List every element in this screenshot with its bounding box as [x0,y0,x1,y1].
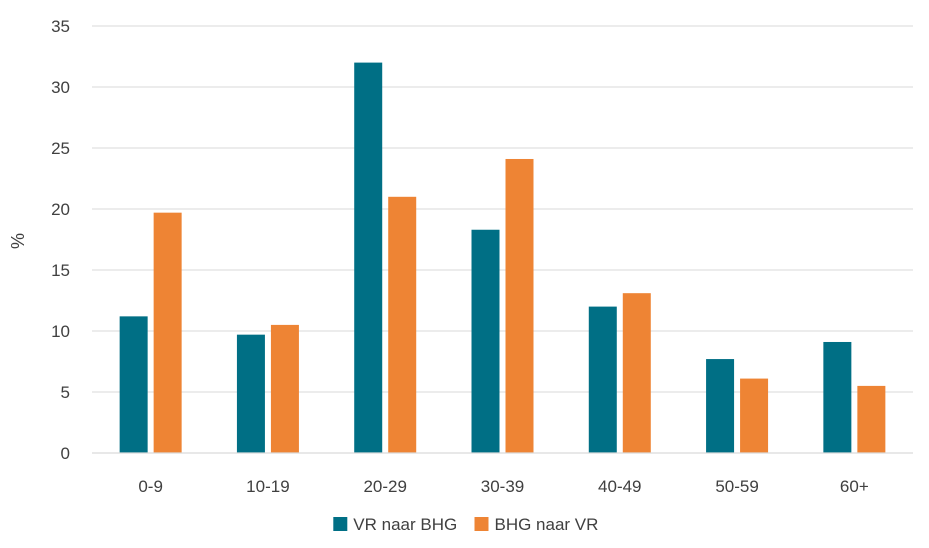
bar-series-1-0 [119,316,148,453]
axes: 0 5 10 15 20 25 30 35 0-9 10-19 20-29 30-39 40-49 50-… [51,17,913,496]
y-tick-label: 10 [51,322,70,341]
bar-series-2-4 [622,293,651,453]
y-axis-title: % [8,233,28,249]
bar-series-1-4 [588,306,617,453]
bar-series-2-6 [857,385,886,453]
bar-series-2-0 [153,212,182,453]
bar-series-1-2 [354,62,383,453]
bar-series-2-3 [505,158,534,454]
bar-series-1-5 [706,359,735,453]
bar-series-1-3 [471,229,500,453]
gridlines [92,25,913,393]
x-tick-label: 50-59 [715,477,758,496]
legend-swatch [333,517,348,531]
y-tick-label: 30 [51,78,70,97]
x-tick-label: 60+ [840,477,869,496]
bar-series-1-1 [236,334,265,453]
x-tick-label: 0-9 [138,477,163,496]
bars [119,62,886,454]
x-tick-label: 20-29 [363,477,406,496]
y-tick-label: 35 [51,17,70,36]
legend-swatch [474,517,489,531]
y-tick-label: 0 [61,444,70,463]
bar-series-1-6 [823,341,852,453]
legend: VR naar BHG BHG naar VR [333,515,598,534]
x-tick-label: 10-19 [246,477,289,496]
legend-label: VR naar BHG [353,515,457,534]
y-tick-label: 25 [51,139,70,158]
y-tick-label: 20 [51,200,70,219]
x-tick-label: 40-49 [598,477,641,496]
y-tick-label: 15 [51,261,70,280]
bar-series-2-2 [388,196,417,454]
legend-label: BHG naar VR [495,515,599,534]
bar-series-2-1 [270,324,299,453]
bar-series-2-5 [740,378,769,453]
y-tick-label: 5 [61,383,70,402]
x-tick-label: 30-39 [481,477,524,496]
